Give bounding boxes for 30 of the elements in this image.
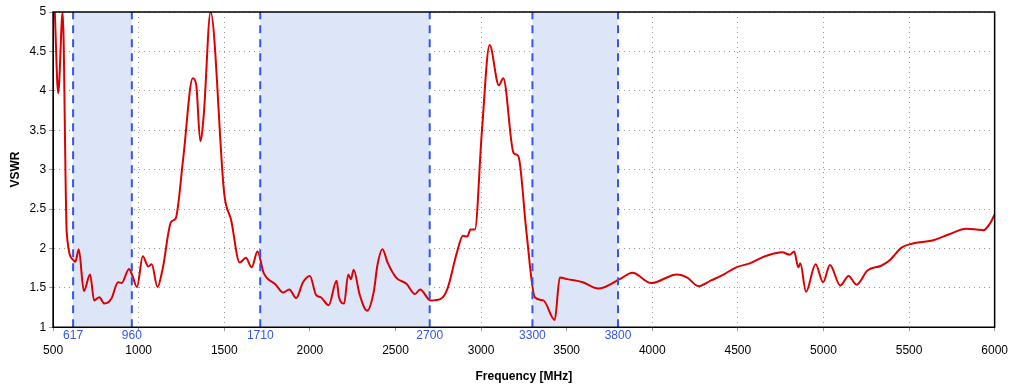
x-tick-label: 2500 xyxy=(382,342,410,357)
line-series xyxy=(53,12,995,322)
ref-line-label: 3300 xyxy=(519,327,547,342)
ref-line-label: 2700 xyxy=(416,327,444,342)
y-tick-label: 4 xyxy=(39,83,47,98)
x-tick-label: 4500 xyxy=(724,342,752,357)
y-tick-label: 1 xyxy=(39,319,47,334)
y-tick-label: 2.5 xyxy=(29,201,47,216)
x-tick-label: 500 xyxy=(43,342,64,357)
y-axis-title: VSWR xyxy=(7,151,22,188)
y-tick-label: 2 xyxy=(39,240,47,255)
x-tick-label: 1500 xyxy=(210,342,238,357)
ref-line-label: 617 xyxy=(63,327,84,342)
x-tick-label: 3000 xyxy=(467,342,495,357)
x-tick-label: 6000 xyxy=(981,342,1009,357)
ref-line-label: 3800 xyxy=(604,327,632,342)
y-tick-label: 3.5 xyxy=(29,122,47,137)
x-tick-label: 5000 xyxy=(810,342,838,357)
x-tick-label: 5500 xyxy=(895,342,923,357)
x-tick-label: 1000 xyxy=(125,342,153,357)
ref-line-label: 1710 xyxy=(246,327,274,342)
x-axis-title: Frequency [MHz] xyxy=(475,369,573,384)
x-tick-label: 2000 xyxy=(296,342,324,357)
y-tick-label: 3 xyxy=(39,161,47,176)
y-tick-label: 4.5 xyxy=(29,43,47,58)
ref-line-label: 960 xyxy=(121,327,143,342)
y-tick-label: 1.5 xyxy=(29,280,47,295)
x-tick-label: 4000 xyxy=(638,342,666,357)
y-tick-label: 5 xyxy=(39,4,47,19)
x-tick-label: 3500 xyxy=(553,342,581,357)
